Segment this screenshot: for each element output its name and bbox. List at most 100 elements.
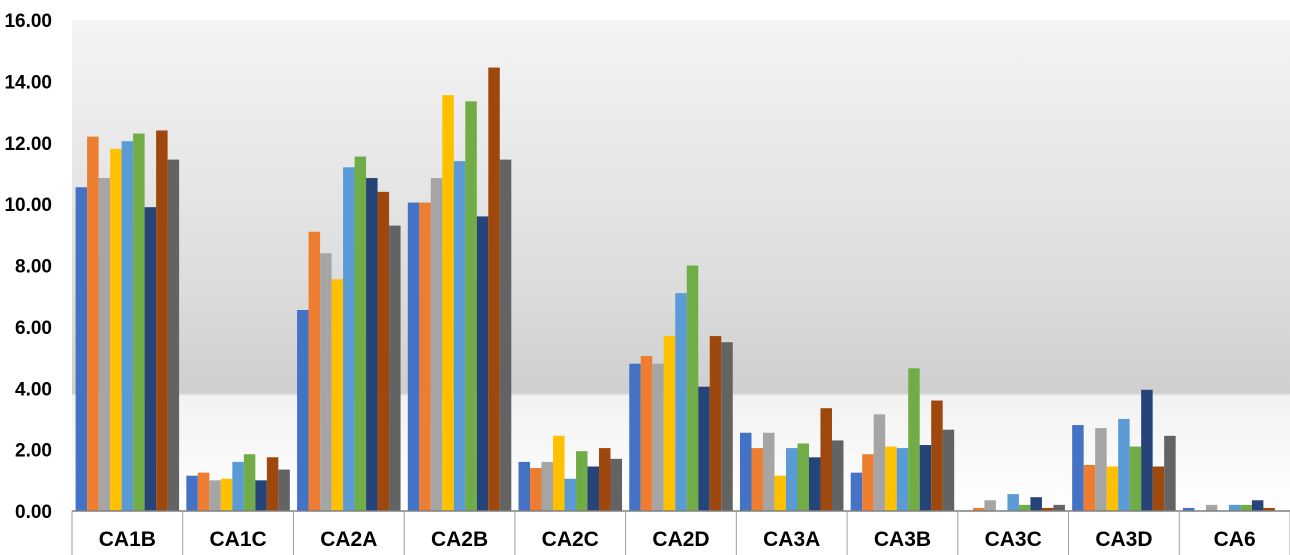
- x-tick-label: CA3D: [1095, 528, 1152, 551]
- y-axis: 0.00 2.00 4.00 6.00 8.00 10.00 12.00 14.00 16.00: [4, 11, 52, 523]
- bar-CA1C-series-7: [255, 480, 267, 511]
- x-tick-label: CA1C: [209, 528, 266, 551]
- bar-CA2B-series-6: [465, 101, 477, 511]
- bar-CA1B-series-8: [156, 130, 168, 511]
- bar-CA2A-series-8: [377, 191, 390, 511]
- bar-CA2D-series-7: [698, 386, 710, 511]
- bar-CA1C-series-9: [278, 469, 290, 511]
- bar-CA2C-series-7: [587, 466, 600, 511]
- x-tick-label: CA3C: [985, 528, 1042, 551]
- bar-CA1B-series-2: [87, 136, 99, 512]
- bar-CA3A-series-7: [808, 457, 821, 511]
- y-tick-label: 12.00: [4, 134, 52, 155]
- bar-CA2B-series-7: [476, 216, 489, 511]
- bar-CA3A-series-9: [831, 440, 844, 511]
- y-tick-label: 10.00: [4, 195, 52, 216]
- bar-CA6-series-1: [1182, 507, 1195, 511]
- bar-CA2D-series-6: [686, 265, 699, 511]
- bar-CA3B-series-7: [919, 445, 932, 511]
- bar-CA3D-series-9: [1164, 435, 1176, 511]
- y-tick-label: 16.00: [4, 11, 52, 32]
- x-tick-label: CA2C: [542, 528, 599, 551]
- bar-CA2A-series-3: [320, 253, 332, 511]
- bar-CA2D-series-3: [652, 363, 664, 511]
- bar-CA3B-series-9: [942, 429, 955, 511]
- bar-CA3A-series-5: [785, 448, 798, 511]
- bar-CA3C-series-3: [984, 500, 996, 511]
- bar-CA1C-series-4: [220, 478, 233, 511]
- x-tick-label: CA3B: [874, 528, 931, 551]
- bar-CA2B-series-4: [442, 95, 454, 512]
- bar-CA2B-series-9: [499, 159, 512, 511]
- bar-CA2C-series-3: [541, 461, 554, 511]
- bar-CA2D-series-4: [663, 336, 676, 511]
- y-tick-label: 8.00: [15, 257, 52, 278]
- bar-CA2D-series-9: [721, 342, 733, 511]
- bar-CA3B-series-8: [931, 400, 943, 511]
- bar-CA3D-series-3: [1095, 428, 1107, 511]
- x-tick-label: CA6: [1214, 528, 1256, 551]
- bar-CA2A-series-2: [308, 231, 321, 512]
- bar-CA1B-series-4: [110, 148, 122, 511]
- bar-CA2B-series-1: [407, 202, 420, 511]
- bar-CA1B-series-6: [133, 133, 145, 512]
- bar-CA3D-series-2: [1083, 464, 1096, 511]
- bar-CA3C-series-7: [1030, 497, 1042, 511]
- bar-CA2C-series-6: [576, 451, 588, 511]
- bar-CA1B-series-9: [167, 159, 180, 511]
- bar-CA6-series-5: [1228, 504, 1241, 511]
- bar-CA3D-series-6: [1129, 446, 1142, 511]
- bar-CA3B-series-1: [850, 472, 863, 511]
- bar-CA2D-series-8: [709, 336, 722, 511]
- y-tick-label: 6.00: [15, 318, 52, 339]
- bar-CA6-series-6: [1240, 504, 1252, 511]
- bar-CA1B-series-7: [144, 207, 157, 511]
- x-tick-label: CA1B: [99, 528, 156, 551]
- bar-CA2C-series-9: [610, 458, 623, 511]
- bar-CA2A-series-9: [389, 225, 401, 512]
- bar-CA1C-series-6: [243, 454, 256, 511]
- x-tick-label: CA2D: [652, 528, 709, 551]
- bar-CA3D-series-7: [1141, 389, 1153, 511]
- bar-CA3C-series-9: [1053, 504, 1065, 511]
- y-tick-label: 14.00: [4, 72, 52, 93]
- bar-CA2B-series-5: [453, 161, 466, 511]
- bar-CA2D-series-1: [629, 363, 641, 511]
- bar-CA2B-series-2: [419, 202, 431, 511]
- bar-CA3D-series-5: [1118, 418, 1130, 511]
- bar-CA1B-series-3: [98, 178, 111, 512]
- y-tick-label: 4.00: [15, 379, 52, 400]
- bar-CA1C-series-2: [197, 472, 210, 511]
- bar-CA3A-series-3: [762, 432, 775, 511]
- bar-CA3A-series-2: [751, 448, 763, 511]
- bar-CA2D-series-5: [675, 293, 687, 511]
- bar-CA2A-series-5: [343, 167, 355, 512]
- bar-CA3C-series-5: [1007, 494, 1019, 511]
- bar-CA3B-series-2: [862, 454, 874, 511]
- bar-CA3B-series-5: [896, 448, 909, 511]
- bar-CA1C-series-1: [186, 475, 198, 511]
- bar-CA3A-series-1: [739, 432, 752, 511]
- bar-CA3D-series-1: [1072, 425, 1084, 511]
- bar-CA3A-series-6: [797, 443, 809, 511]
- bar-CA2C-series-8: [599, 448, 611, 511]
- bar-CA3C-series-2: [972, 507, 985, 511]
- bar-CA6-series-8: [1263, 507, 1275, 511]
- bar-CA2B-series-3: [430, 178, 443, 512]
- y-tick-label: 0.00: [15, 502, 52, 523]
- bar-CA2B-series-8: [488, 67, 500, 511]
- bar-CA1B-series-1: [75, 187, 88, 511]
- bar-CA1B-series-5: [121, 141, 134, 511]
- bar-CA3C-series-6: [1018, 504, 1031, 511]
- x-tick-label: CA2A: [320, 528, 377, 551]
- bar-CA3B-series-6: [908, 368, 920, 511]
- bar-CA1C-series-8: [266, 457, 279, 511]
- bar-CA2C-series-5: [564, 478, 577, 511]
- bar-CA2C-series-4: [553, 435, 565, 511]
- bar-CA2A-series-4: [331, 279, 344, 511]
- bar-CA3A-series-4: [774, 475, 786, 511]
- bars-layer: [75, 67, 1275, 512]
- x-tick-label: CA2B: [431, 528, 488, 551]
- bar-CA2C-series-1: [518, 461, 531, 511]
